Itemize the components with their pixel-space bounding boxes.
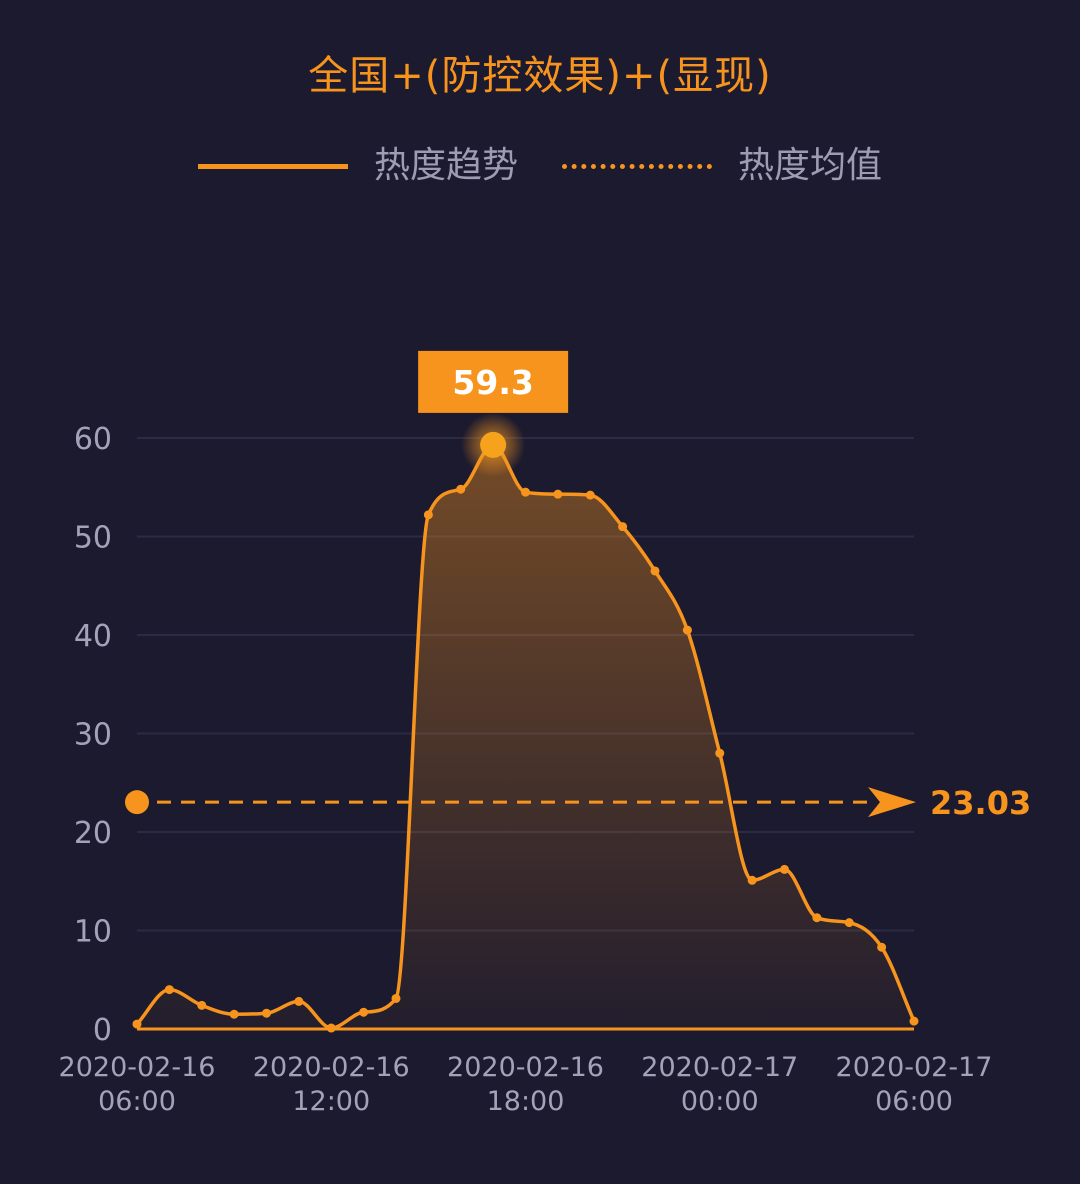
- data-point[interactable]: [391, 993, 401, 1003]
- x-tick-time: 00:00: [681, 1086, 759, 1117]
- x-tick-time: 12:00: [292, 1086, 370, 1117]
- legend-item-average[interactable]: 热度均值: [562, 141, 882, 191]
- legend-item-trend[interactable]: 热度趋势: [197, 141, 518, 191]
- y-tick-label: 30: [74, 718, 112, 753]
- trend-area-fill: [137, 444, 914, 1029]
- data-point[interactable]: [456, 484, 466, 494]
- legend-swatch-trend: [197, 163, 348, 169]
- average-start-dot: [125, 790, 149, 815]
- data-point[interactable]: [294, 996, 304, 1006]
- legend-label-average: 热度均值: [738, 145, 883, 186]
- data-point[interactable]: [715, 748, 725, 758]
- data-point[interactable]: [682, 625, 692, 635]
- x-tick-date: 2020-02-16: [59, 1052, 216, 1083]
- legend-label-trend: 热度趋势: [373, 145, 518, 186]
- x-tick-date: 2020-02-17: [836, 1052, 993, 1083]
- data-point[interactable]: [521, 487, 530, 497]
- peak-label-box: [418, 350, 569, 413]
- x-tick-date: 2020-02-16: [253, 1052, 410, 1083]
- data-point[interactable]: [359, 1007, 369, 1017]
- data-point[interactable]: [164, 985, 174, 995]
- x-tick-time: 18:00: [487, 1086, 565, 1117]
- data-point[interactable]: [262, 1008, 271, 1018]
- average-value-label: 23.03: [930, 784, 1031, 822]
- x-tick-time: 06:00: [875, 1086, 953, 1117]
- data-point[interactable]: [618, 522, 628, 532]
- data-point[interactable]: [229, 1009, 239, 1019]
- data-point[interactable]: [650, 566, 660, 576]
- y-tick-label: 50: [74, 521, 112, 556]
- legend-swatch-average: [562, 163, 712, 169]
- data-point[interactable]: [553, 489, 563, 499]
- y-tick-label: 40: [74, 619, 112, 654]
- y-tick-label: 0: [93, 1013, 112, 1048]
- data-point[interactable]: [844, 918, 854, 928]
- legend: 热度趋势 热度均值: [0, 136, 1080, 196]
- data-point[interactable]: [812, 913, 822, 923]
- x-tick-date: 2020-02-17: [641, 1052, 798, 1083]
- data-point[interactable]: [423, 510, 433, 520]
- data-point[interactable]: [877, 942, 887, 952]
- x-tick-time: 06:00: [98, 1086, 176, 1117]
- data-point[interactable]: [909, 1016, 919, 1026]
- data-point[interactable]: [747, 875, 757, 885]
- data-point[interactable]: [780, 864, 789, 874]
- y-tick-label: 10: [74, 915, 112, 950]
- data-point[interactable]: [197, 1000, 207, 1010]
- data-point[interactable]: [132, 1019, 142, 1029]
- data-point[interactable]: [585, 490, 595, 500]
- chart-title: 全国+(防控效果)+(显现): [308, 53, 772, 99]
- x-tick-date: 2020-02-16: [447, 1052, 604, 1083]
- peak-value-label: 59.3: [452, 363, 533, 402]
- y-tick-label: 20: [74, 816, 112, 851]
- peak-point[interactable]: [480, 431, 507, 458]
- average-arrow-icon: [868, 787, 916, 818]
- y-tick-label: 60: [74, 422, 112, 457]
